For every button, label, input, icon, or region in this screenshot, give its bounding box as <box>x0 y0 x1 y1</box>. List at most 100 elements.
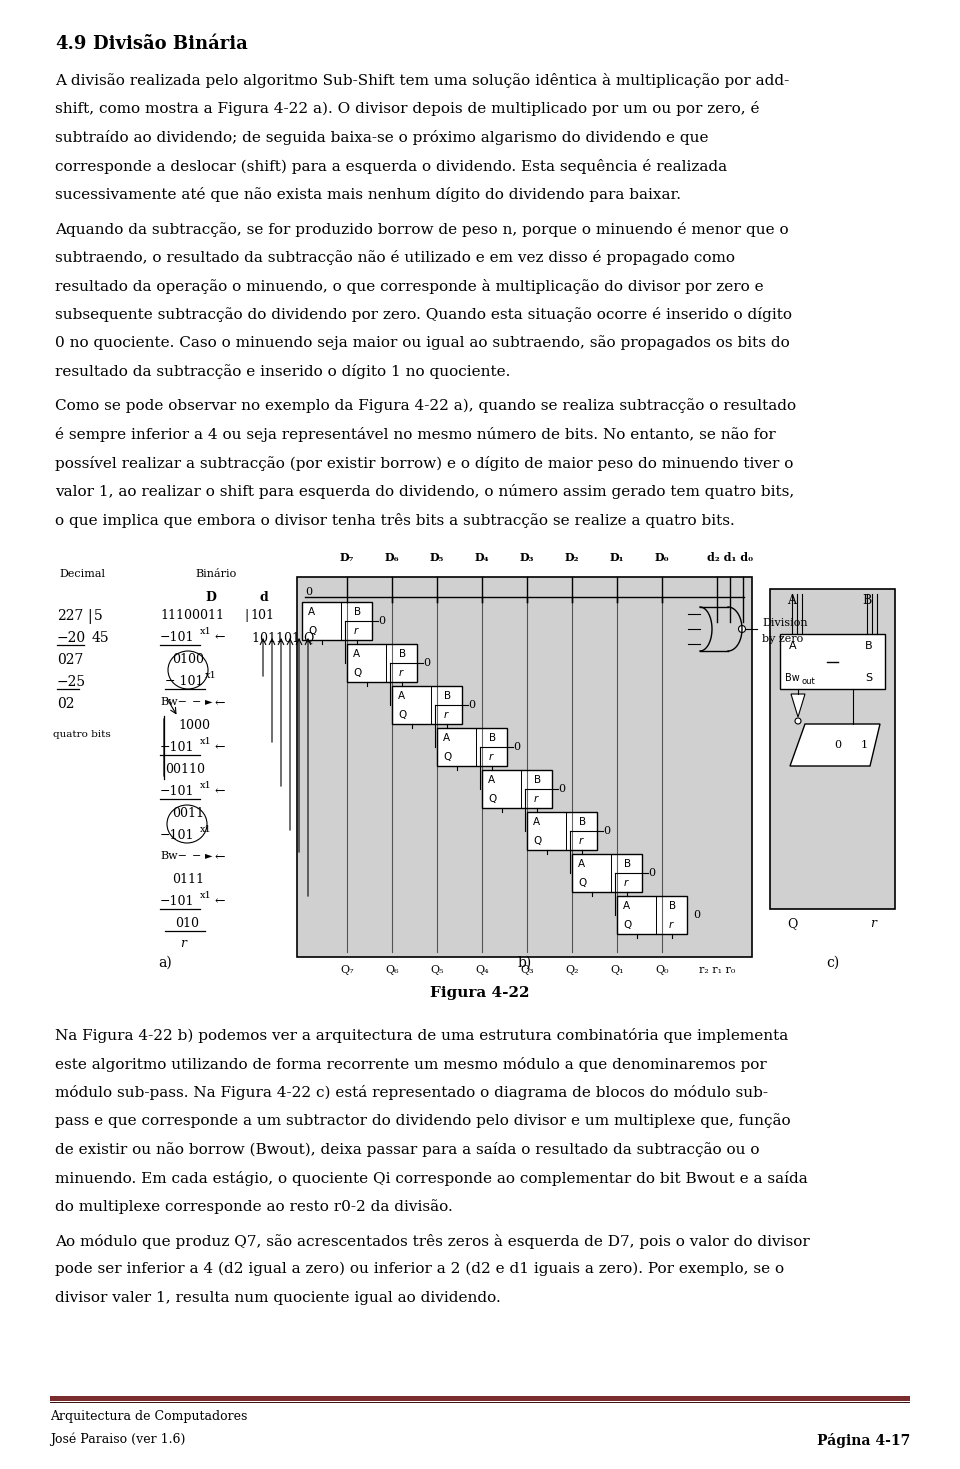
Text: Q₄: Q₄ <box>475 965 489 975</box>
Text: D₅: D₅ <box>430 552 444 563</box>
Text: Binário: Binário <box>195 569 236 579</box>
Text: 0: 0 <box>558 784 565 795</box>
Text: Q₇: Q₇ <box>340 965 354 975</box>
Text: Bw: Bw <box>785 673 800 683</box>
Bar <box>347 643 417 682</box>
Text: x1: x1 <box>205 671 217 680</box>
Text: Bw−: Bw− <box>160 851 187 861</box>
Text: D₆: D₆ <box>385 552 399 563</box>
Text: o que implica que embora o divisor tenha três bits a subtracção se realize a qua: o que implica que embora o divisor tenha… <box>55 513 734 527</box>
Text: |: | <box>244 610 249 621</box>
Text: −20: −20 <box>57 632 86 645</box>
Text: by zero: by zero <box>762 635 804 643</box>
Text: 4.9: 4.9 <box>55 35 86 53</box>
Text: A: A <box>398 690 405 701</box>
Text: 0011: 0011 <box>172 806 204 820</box>
Text: 0: 0 <box>648 868 655 878</box>
Text: x1: x1 <box>200 892 212 900</box>
Text: A: A <box>353 649 360 660</box>
Text: corresponde a deslocar (shift) para a esquerda o dividendo. Esta sequência é rea: corresponde a deslocar (shift) para a es… <box>55 159 727 173</box>
Text: ←: ← <box>215 851 226 864</box>
Text: B: B <box>534 776 541 784</box>
Text: quatro bits: quatro bits <box>53 730 110 739</box>
Text: B: B <box>444 690 451 701</box>
Bar <box>437 729 507 765</box>
Text: d: d <box>260 591 269 604</box>
Text: −: − <box>192 851 202 861</box>
Text: out: out <box>802 677 816 686</box>
Text: A: A <box>623 900 630 911</box>
Text: −101: −101 <box>160 784 195 798</box>
Text: r: r <box>579 836 584 846</box>
Text: resultado da operação o minuendo, o que corresponde à multiplicação do divisor p: resultado da operação o minuendo, o que … <box>55 279 763 294</box>
Text: A: A <box>578 859 586 870</box>
Text: D₁: D₁ <box>610 552 624 563</box>
Text: 5: 5 <box>94 610 103 623</box>
Text: Q: Q <box>443 752 451 762</box>
Text: shift, como mostra a Figura 4-22 a). O divisor depois de multiplicado por um ou : shift, como mostra a Figura 4-22 a). O d… <box>55 101 759 116</box>
Bar <box>297 577 752 956</box>
Text: 0: 0 <box>378 616 385 626</box>
Text: x1: x1 <box>200 737 212 746</box>
Text: 0111: 0111 <box>172 873 204 886</box>
Text: 010: 010 <box>175 917 199 930</box>
Text: D: D <box>205 591 216 604</box>
Text: 0: 0 <box>603 826 611 836</box>
Text: 0 no quociente. Caso o minuendo seja maior ou igual ao subtraendo, são propagado: 0 no quociente. Caso o minuendo seja mai… <box>55 335 790 351</box>
Text: B: B <box>865 640 873 651</box>
Text: possível realizar a subtracção (por existir borrow) e o dígito de maior peso do : possível realizar a subtracção (por exis… <box>55 455 793 470</box>
Text: Q₆: Q₆ <box>385 965 398 975</box>
Bar <box>392 686 462 724</box>
Text: B: B <box>489 733 496 743</box>
Text: r: r <box>669 920 673 930</box>
Text: A: A <box>787 593 797 607</box>
Text: D₄: D₄ <box>475 552 490 563</box>
Bar <box>770 589 895 909</box>
Text: B: B <box>354 607 361 617</box>
Text: Q: Q <box>787 917 797 930</box>
Text: r: r <box>489 752 493 762</box>
Text: Division: Division <box>762 618 807 629</box>
Circle shape <box>795 718 801 724</box>
Text: 11100011: 11100011 <box>160 610 224 621</box>
Text: de existir ou não borrow (Bwout), deixa passar para a saída o resultado da subtr: de existir ou não borrow (Bwout), deixa … <box>55 1141 759 1158</box>
Text: ►: ► <box>205 851 212 859</box>
Text: Q₅: Q₅ <box>430 965 444 975</box>
Bar <box>50 1396 910 1401</box>
Text: Q: Q <box>353 668 361 679</box>
Text: D₀: D₀ <box>655 552 669 563</box>
Text: d₂ d₁ d₀: d₂ d₁ d₀ <box>707 552 753 563</box>
Text: este algoritmo utilizando de forma recorrente um mesmo módulo a que denominaremo: este algoritmo utilizando de forma recor… <box>55 1056 767 1071</box>
Text: valor 1, ao realizar o shift para esquerda do dividendo, o número assim gerado t: valor 1, ao realizar o shift para esquer… <box>55 483 794 499</box>
Bar <box>617 896 687 934</box>
Text: pass e que corresponde a um subtractor do dividendo pelo divisor e um multiplexe: pass e que corresponde a um subtractor d… <box>55 1114 791 1128</box>
Text: B: B <box>579 817 587 827</box>
Text: r₂ r₁ r₀: r₂ r₁ r₀ <box>699 965 735 975</box>
Text: D₂: D₂ <box>564 552 579 563</box>
Text: B: B <box>862 593 872 607</box>
Text: A: A <box>789 640 797 651</box>
Text: Como se pode observar no exemplo da Figura 4-22 a), quando se realiza subtracção: Como se pode observar no exemplo da Figu… <box>55 398 796 413</box>
Text: 101: 101 <box>250 610 274 621</box>
Text: Q: Q <box>578 878 587 887</box>
Text: Figura 4-22: Figura 4-22 <box>430 986 530 1000</box>
Text: −101: −101 <box>160 895 195 908</box>
Text: Q: Q <box>398 710 406 720</box>
Text: r: r <box>624 878 628 887</box>
Text: Q₁: Q₁ <box>611 965 624 975</box>
Bar <box>482 770 552 808</box>
Text: Ao módulo que produz Q7, são acrescentados três zeros à esquerda de D7, pois o v: Ao módulo que produz Q7, são acrescentad… <box>55 1234 809 1249</box>
Text: r: r <box>180 937 186 950</box>
Text: minuendo. Em cada estágio, o quociente Qi corresponde ao complementar do bit Bwo: minuendo. Em cada estágio, o quociente Q… <box>55 1171 807 1185</box>
Bar <box>527 812 597 851</box>
Text: 45: 45 <box>92 632 109 645</box>
Text: 1: 1 <box>861 740 868 751</box>
Text: B: B <box>669 900 676 911</box>
Bar <box>780 635 885 689</box>
Text: Q: Q <box>533 836 541 846</box>
Text: −101: −101 <box>160 632 195 643</box>
Text: Na Figura 4-22 b) podemos ver a arquitectura de uma estrutura combinatória que i: Na Figura 4-22 b) podemos ver a arquitec… <box>55 1028 788 1043</box>
Text: ►: ► <box>205 696 212 707</box>
Text: A: A <box>308 607 315 617</box>
Text: B: B <box>624 859 631 870</box>
